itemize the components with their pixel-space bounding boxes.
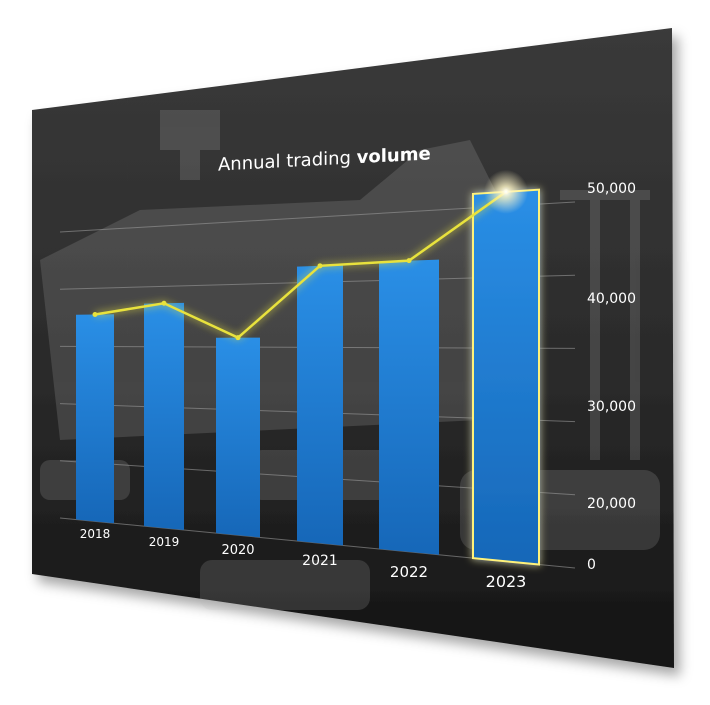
y-tick-label: 20,000	[587, 496, 636, 512]
bar-2019	[144, 302, 184, 531]
x-axis-labels: 2018 2019 2020 2021 2022 2023	[80, 527, 527, 591]
x-tick-label: 2018	[80, 527, 111, 541]
y-tick-label: 30,000	[587, 399, 636, 415]
x-tick-label: 2021	[302, 553, 338, 569]
chart-title-emphasis: volume	[357, 143, 431, 168]
trend-line	[92, 169, 528, 341]
bar-2023	[472, 188, 540, 566]
bar-2018	[76, 314, 114, 524]
y-tick-label: 50,000	[587, 181, 636, 197]
bar-2020	[216, 337, 260, 538]
bar-2022	[379, 259, 439, 555]
bar-2021	[297, 265, 343, 546]
x-tick-label: 2019	[149, 535, 180, 549]
x-tick-label: 2023	[486, 572, 527, 591]
trend-line-path	[94, 190, 507, 340]
trend-point-2018	[92, 311, 98, 317]
trend-point-2020	[235, 335, 241, 341]
trend-point-2021	[317, 263, 323, 269]
x-tick-label: 2022	[390, 563, 428, 581]
trend-point-2022	[406, 258, 412, 264]
x-tick-label: 2020	[221, 543, 254, 558]
highlight-flare	[484, 169, 528, 214]
trend-point-2019	[161, 300, 167, 306]
y-axis-labels: 50,000 40,000 30,000 20,000 0	[587, 181, 636, 573]
y-tick-label: 0	[587, 557, 596, 573]
bars	[76, 188, 540, 566]
y-tick-label: 40,000	[587, 291, 636, 307]
